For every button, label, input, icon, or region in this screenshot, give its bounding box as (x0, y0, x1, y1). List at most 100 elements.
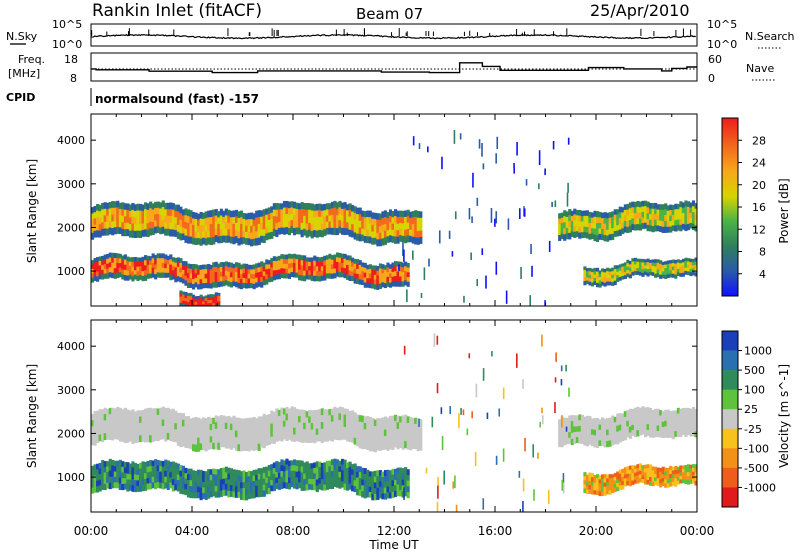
velocity-cell (368, 423, 372, 431)
velocity-cell (409, 423, 413, 431)
power-cell (388, 215, 393, 223)
power-cell (313, 223, 317, 231)
velocity-cell (250, 476, 254, 483)
power-cell (133, 217, 138, 225)
velocity-cell (411, 442, 415, 449)
power-cell (406, 262, 410, 269)
power-cell (636, 264, 640, 269)
power-cell (260, 271, 264, 278)
velocity-cell (611, 481, 615, 486)
velocity-cell (661, 470, 665, 475)
velocity-cell (194, 437, 198, 446)
power-cell (146, 273, 150, 279)
power-cell (684, 267, 688, 272)
velocity-cell (588, 427, 592, 434)
power-cell (356, 227, 360, 235)
velocity-cell (623, 422, 627, 429)
power-cell (330, 208, 334, 216)
power-cell (671, 263, 675, 268)
power-cell (128, 224, 132, 232)
velocity-echo (418, 418, 420, 427)
power-cell (558, 229, 562, 236)
velocity-cell (621, 435, 625, 442)
power-cell (563, 228, 567, 235)
velocity-cell (217, 474, 221, 481)
power-cell (212, 223, 216, 231)
velocity-cell (399, 490, 403, 497)
power-cell (608, 217, 612, 224)
velocity-cell (558, 441, 562, 448)
power-cell (91, 226, 95, 234)
power-cell (265, 274, 269, 280)
velocity-cell (588, 489, 592, 494)
power-cell (149, 208, 153, 216)
power-cell (116, 207, 120, 215)
power-cell (588, 211, 592, 218)
power-cell (616, 230, 620, 237)
power-cell (285, 220, 289, 228)
power-cell (131, 223, 135, 231)
velocity-cell (181, 419, 186, 427)
velocity-cell (214, 474, 218, 481)
power-cell (328, 203, 332, 210)
power-echo (530, 243, 532, 255)
velocity-cell (308, 435, 312, 443)
velocity-cell (108, 433, 112, 441)
power-cell (356, 259, 360, 265)
velocity-echo (437, 477, 439, 486)
power-echo (441, 156, 443, 170)
velocity-cell (197, 444, 201, 452)
power-cell (363, 277, 367, 283)
power-cell (578, 232, 582, 239)
power-cell (641, 200, 645, 207)
velocity-cell (116, 471, 120, 478)
power-cell (346, 228, 350, 235)
velocity-cell (247, 470, 251, 477)
noise-trace (90, 28, 696, 40)
power-cell (613, 272, 617, 278)
power-cell (666, 205, 670, 212)
velocity-cell (98, 428, 102, 435)
power-cell (343, 268, 347, 274)
power-cell (136, 203, 140, 211)
velocity-cell (234, 480, 239, 487)
power-cell (598, 211, 602, 218)
velocity-echo (524, 437, 526, 452)
power-cell (131, 209, 135, 218)
velocity-cell (262, 413, 266, 422)
power-cell (340, 221, 345, 229)
velocity-cell (618, 473, 622, 479)
velocity-cell (118, 434, 122, 442)
power-cell (691, 212, 696, 219)
velocity-cell (303, 409, 307, 417)
velocity-cell (156, 476, 160, 483)
velocity-x-ticks (90, 320, 698, 512)
power-cell (378, 213, 382, 221)
velocity-cell (371, 424, 375, 432)
velocity-cell (227, 485, 231, 492)
velocity-cell (128, 416, 132, 424)
power-cell (197, 219, 201, 227)
power-cell (209, 299, 213, 304)
power-cell (255, 282, 259, 288)
power-cell (666, 263, 670, 268)
velocity-cell (123, 483, 127, 490)
velocity-cell (583, 480, 587, 485)
velocity-cell (376, 481, 380, 489)
velocity-cell (159, 466, 163, 473)
power-cell (151, 222, 155, 229)
velocity-cell (151, 414, 155, 423)
power-cell (275, 265, 279, 271)
power-ytick-label: 1000 (57, 265, 85, 278)
velocity-cell (583, 439, 587, 446)
velocity-cell (623, 411, 627, 418)
power-cell (227, 229, 231, 237)
velocity-cell (346, 415, 350, 423)
velocity-cell (91, 420, 95, 427)
power-cell (633, 257, 637, 262)
velocity-cell (285, 420, 289, 428)
power-cb-tick-label: 16 (752, 201, 766, 214)
power-cell (181, 297, 186, 302)
power-cell (237, 267, 241, 274)
power-cell (558, 218, 562, 225)
